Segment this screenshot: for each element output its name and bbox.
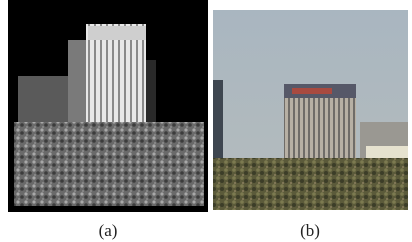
panel-label: (b) [300,221,320,240]
panel-label: (a) [99,221,118,240]
figure: (a) (b) [0,0,412,242]
panel-b-image [213,10,408,210]
page: (a) (b) (() => { const data = JSON.parse… [0,0,412,242]
panel-a-image [8,0,208,212]
